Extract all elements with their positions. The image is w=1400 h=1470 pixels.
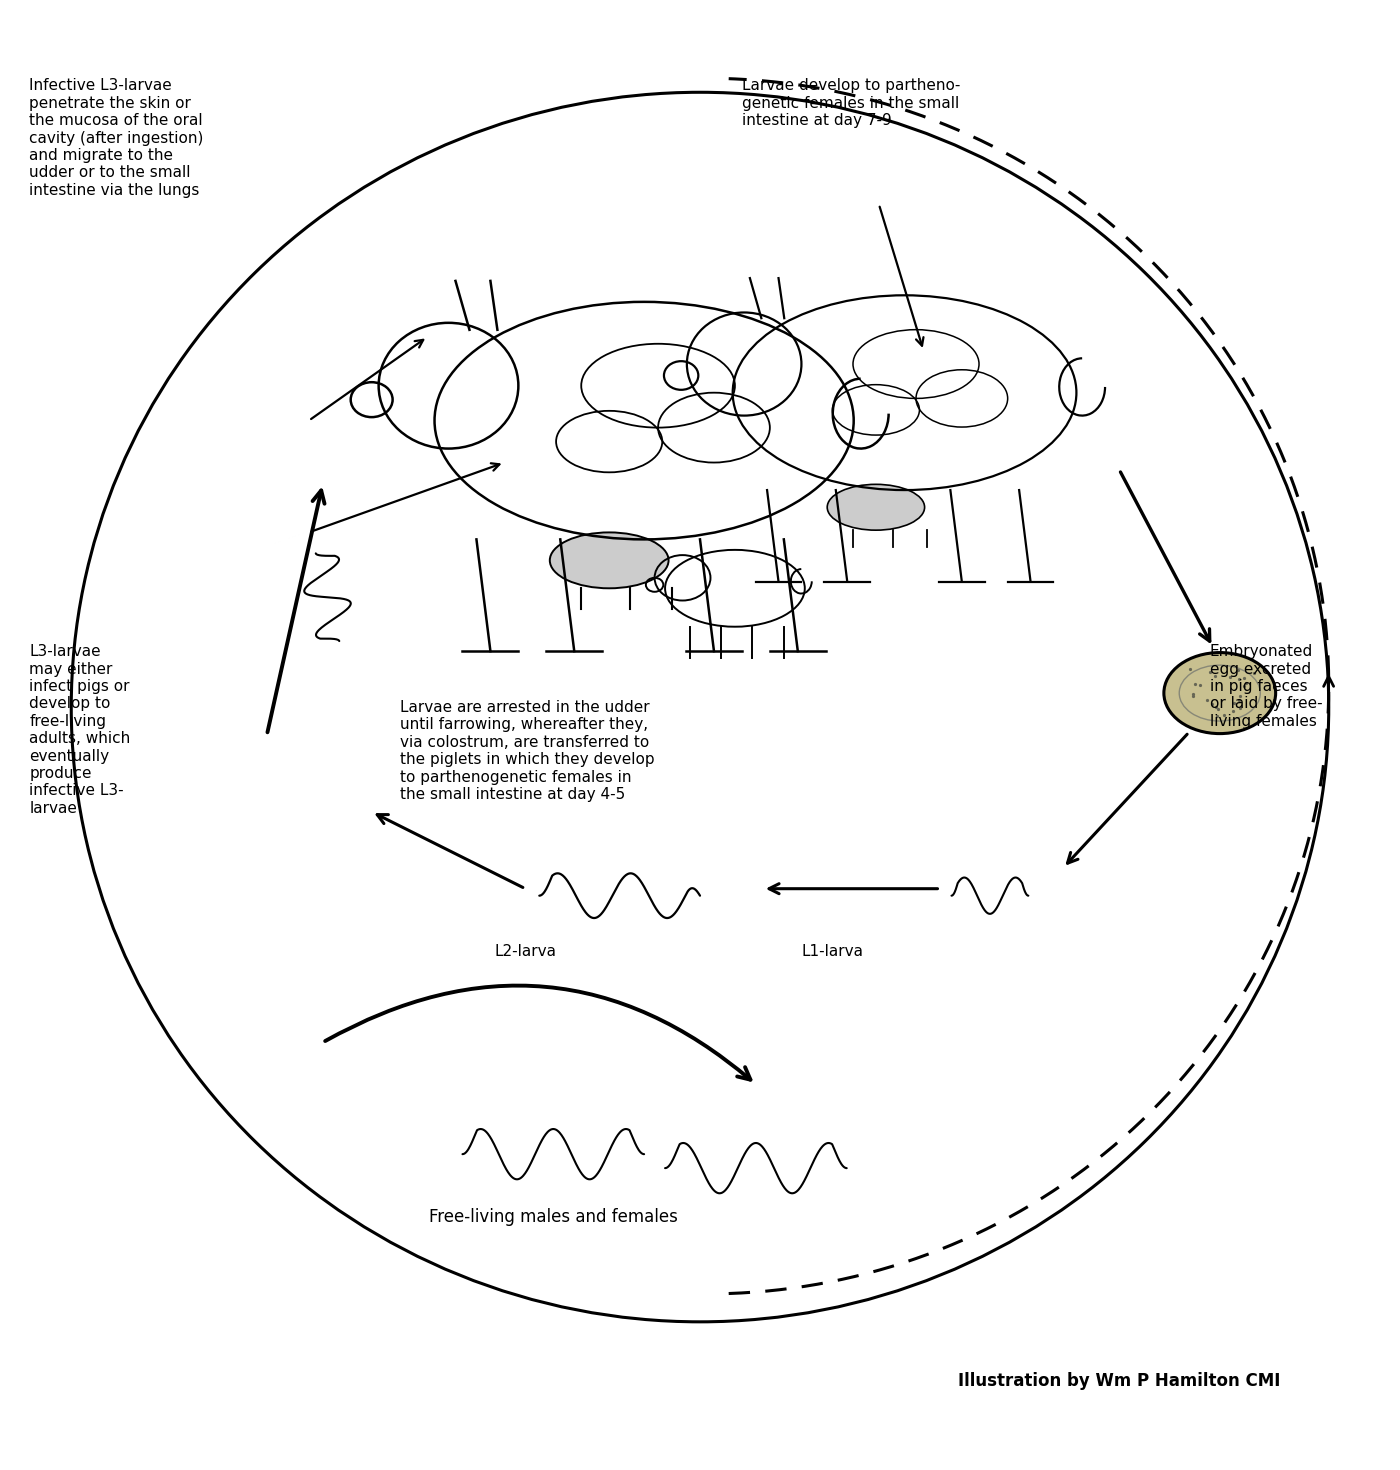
- Text: Embryonated
egg excreted
in pig faeces
or laid by free-
living females: Embryonated egg excreted in pig faeces o…: [1210, 644, 1323, 729]
- Ellipse shape: [1163, 653, 1275, 734]
- Text: L1-larva: L1-larva: [802, 944, 864, 958]
- Ellipse shape: [827, 484, 924, 531]
- Text: L2-larva: L2-larva: [494, 944, 556, 958]
- Text: Free-living males and females: Free-living males and females: [428, 1208, 678, 1226]
- Text: Illustration by Wm P Hamilton CMI: Illustration by Wm P Hamilton CMI: [959, 1372, 1281, 1389]
- Text: Infective L3-larvae
penetrate the skin or
the mucosa of the oral
cavity (after i: Infective L3-larvae penetrate the skin o…: [29, 78, 204, 197]
- Text: Larvae develop to parthenо-
genetic females in the small
intestine at day 7-9: Larvae develop to parthenо- genetic fema…: [742, 78, 960, 128]
- Text: L3-larvae
may either
infect pigs or
develop to
free-living
adults, which
eventua: L3-larvae may either infect pigs or deve…: [29, 644, 130, 816]
- Text: Larvae are arrested in the udder
until farrowing, whereafter they,
via colostrum: Larvae are arrested in the udder until f…: [399, 700, 654, 803]
- Ellipse shape: [550, 532, 669, 588]
